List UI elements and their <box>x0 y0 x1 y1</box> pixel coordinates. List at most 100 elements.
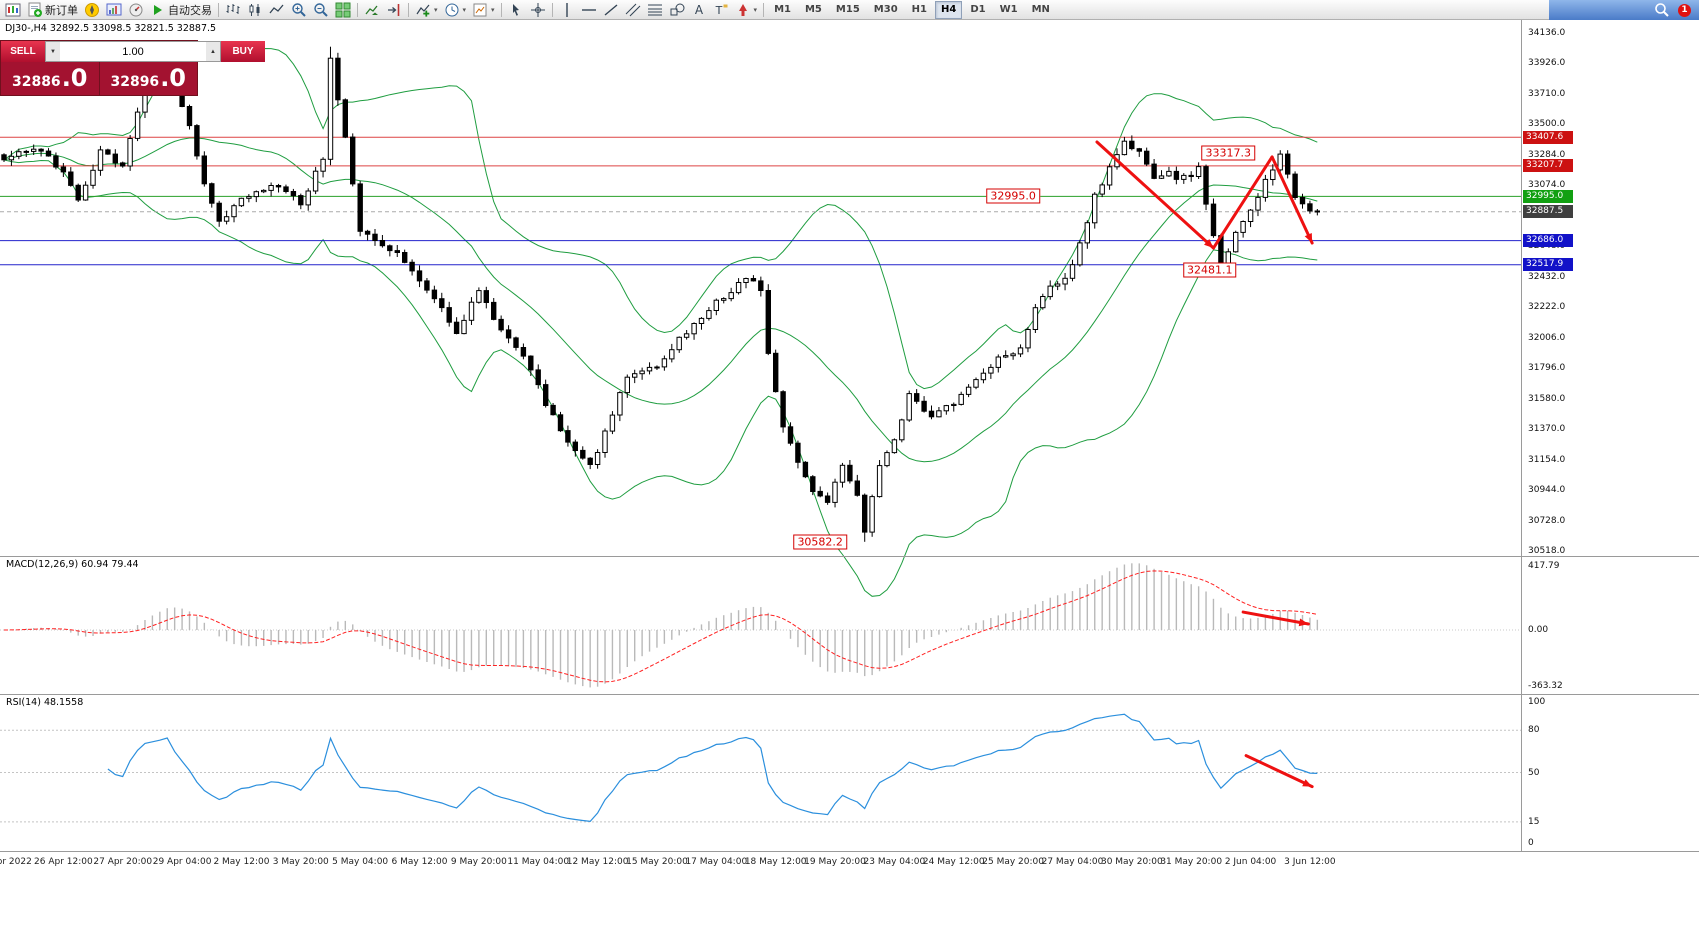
volume-input[interactable] <box>60 42 206 61</box>
trendline-icon <box>603 2 619 18</box>
search-icon[interactable] <box>1654 2 1670 18</box>
svg-text:A: A <box>694 3 703 17</box>
sell-price-base: 32886 <box>11 74 61 90</box>
price-axis[interactable]: 34136.0 33926.0 33710.0 33500.0 33284.0 33074… <box>1522 20 1699 852</box>
text-a-icon: A <box>691 2 707 18</box>
timeframe-d1-button[interactable]: D1 <box>970 3 986 15</box>
time-label: 6 May 12:00 <box>391 857 448 867</box>
text-t-icon: T <box>713 2 729 18</box>
indicators-button[interactable]: ▾ <box>412 1 441 19</box>
new-order-button[interactable]: 新订单 <box>24 1 81 19</box>
time-label: 5 May 04:00 <box>332 857 389 867</box>
rsi-axis-value: 80 <box>1528 725 1540 736</box>
autotrading-button[interactable]: 自动交易 <box>147 1 215 19</box>
candlestick-chart-button[interactable] <box>244 1 266 19</box>
price-tick: 33926.0 <box>1528 58 1566 69</box>
text-label-button[interactable]: T <box>710 1 732 19</box>
buy-price[interactable]: 32896.0 <box>98 62 197 95</box>
toolbar-separator <box>357 2 358 17</box>
time-label: 30 May 20:00 <box>1100 857 1163 867</box>
fibonacci-button[interactable] <box>644 1 666 19</box>
trade-controls-row: SELL ▼ ▲ BUY <box>1 41 265 62</box>
toolbar-separator <box>218 2 219 17</box>
horizontal-line-button[interactable] <box>578 1 600 19</box>
price-tick: 30944.0 <box>1528 485 1566 496</box>
volume-increase-button[interactable]: ▲ <box>206 42 220 61</box>
cursor-button[interactable] <box>505 1 527 19</box>
template-icon <box>472 2 488 18</box>
strategy-tester-button[interactable] <box>125 1 147 19</box>
price-tick: 34136.0 <box>1528 28 1566 38</box>
volume-box: ▼ ▲ <box>45 41 221 62</box>
buy-button[interactable]: BUY <box>221 41 265 62</box>
tile-windows-button[interactable] <box>332 1 354 19</box>
timeframe-m5-button[interactable]: M5 <box>804 3 822 15</box>
new-order-button-label: 新订单 <box>45 3 78 17</box>
volume-decrease-button[interactable]: ▼ <box>46 42 60 61</box>
price-badge: 33207.7 <box>1523 159 1573 173</box>
time-label: 24 May 12:00 <box>922 857 985 867</box>
chart-window-button[interactable] <box>2 1 24 19</box>
price-badge: 32686.0 <box>1523 234 1573 248</box>
timeframe-h1-button[interactable]: H1 <box>911 3 927 15</box>
price-tick: 32432.0 <box>1528 271 1566 282</box>
price-tick: 31580.0 <box>1528 393 1566 404</box>
timeframe-m15-button[interactable]: M15 <box>835 3 860 15</box>
sell-price[interactable]: 32886.0 <box>1 62 99 95</box>
toolbar-groups: 新订单 自动交易 ▾ ▾ ▾ A T ▾ M1 M5 M15 M30 H1 H4 D1 W1 MN <box>0 0 1057 20</box>
vertical-line-button[interactable] <box>556 1 578 19</box>
market-watch-button[interactable] <box>103 1 125 19</box>
time-label: 2 May 12:00 <box>213 857 270 867</box>
bar-chart-button[interactable] <box>222 1 244 19</box>
text-button[interactable]: A <box>688 1 710 19</box>
hline-icon <box>581 2 597 18</box>
symbol-ohlc-label: DJ30-,H4 32892.5 33098.5 32821.5 32887.5 <box>5 23 217 34</box>
chart-shift-button[interactable] <box>383 1 405 19</box>
sell-button[interactable]: SELL <box>1 41 45 62</box>
notification-badge[interactable]: 1 <box>1678 3 1691 17</box>
arrows-button[interactable]: ▾ <box>732 1 761 19</box>
timeframe-mn-button[interactable]: MN <box>1031 3 1050 15</box>
timeframe-h4-button[interactable]: H4 <box>934 0 963 19</box>
timeframe-group: M1 M5 M15 M30 H1 H4 D1 W1 MN <box>767 0 1057 20</box>
toolbar-separator <box>500 2 502 17</box>
toolbar-separator <box>408 2 409 17</box>
sell-price-pips: .0 <box>61 64 88 92</box>
time-label: 26 Apr 12:00 <box>34 857 93 867</box>
zoom-in-button[interactable] <box>288 1 310 19</box>
shapes-button[interactable] <box>666 1 688 19</box>
auto-scroll-button[interactable] <box>361 1 383 19</box>
crosshair-button[interactable] <box>527 1 549 19</box>
candles-layer <box>1 46 1320 542</box>
price-badge: 32995.0 <box>1523 189 1573 203</box>
metaeditor-button[interactable] <box>81 1 103 19</box>
timeframe-m30-button[interactable]: M30 <box>873 3 898 15</box>
time-label: 3 Jun 12:00 <box>1284 857 1336 867</box>
bars-type-icon <box>225 2 241 18</box>
time-label: 31 May 20:00 <box>1160 857 1223 867</box>
time-label: 9 May 20:00 <box>450 857 507 867</box>
time-label: 12 May 12:00 <box>566 857 629 867</box>
line-chart-button[interactable] <box>266 1 288 19</box>
candles-type-icon <box>247 2 263 18</box>
periods-button[interactable]: ▾ <box>441 1 470 19</box>
tile-icon <box>335 2 351 18</box>
time-label: 25 Apr 2022 <box>0 857 32 867</box>
trendline-button[interactable] <box>600 1 622 19</box>
equidistant-channel-button[interactable] <box>622 1 644 19</box>
crosshair-icon <box>530 2 546 18</box>
toolbar-group: A T ▾ <box>556 0 761 20</box>
timeframe-m1-button[interactable]: M1 <box>774 3 791 15</box>
price-tick: 32006.0 <box>1528 332 1566 343</box>
channel-icon <box>625 2 641 18</box>
timeframe-w1-button[interactable]: W1 <box>999 3 1018 15</box>
trade-prices-row: 32886.0 32896.0 <box>1 62 197 95</box>
zoom-out-button[interactable] <box>310 1 332 19</box>
line-type-icon <box>269 2 285 18</box>
templates-button[interactable]: ▾ <box>469 1 498 19</box>
zoom-out-icon <box>313 2 329 18</box>
rsi-axis-value: 0 <box>1528 838 1534 848</box>
